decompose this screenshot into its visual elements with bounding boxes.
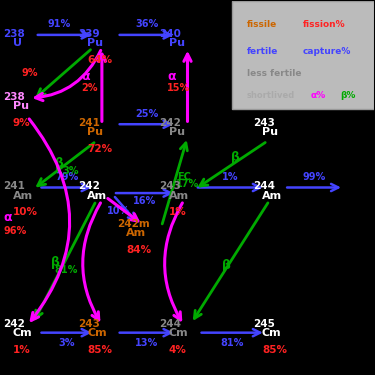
Text: β%: β% [340, 91, 356, 100]
Text: Cm: Cm [87, 328, 106, 338]
Text: 36%: 36% [135, 20, 158, 30]
Text: fissile: fissile [247, 21, 277, 30]
Text: 9%: 9% [22, 68, 38, 78]
Text: 3%: 3% [58, 338, 75, 348]
Text: 81%: 81% [55, 265, 78, 275]
Text: Am: Am [12, 190, 33, 201]
Text: 243: 243 [253, 118, 274, 128]
Text: β: β [231, 152, 240, 165]
Text: 25%: 25% [135, 109, 158, 119]
Text: 1%: 1% [222, 172, 238, 182]
Text: 243: 243 [78, 319, 100, 329]
FancyBboxPatch shape [232, 2, 374, 109]
Text: 10%: 10% [107, 206, 130, 216]
Text: 242m: 242m [117, 219, 150, 229]
Text: 244: 244 [160, 319, 182, 329]
Text: shortlived: shortlived [247, 91, 295, 100]
Text: 15%: 15% [167, 83, 190, 93]
Text: β: β [51, 256, 60, 268]
Text: EC: EC [177, 172, 191, 182]
Text: 91%: 91% [48, 20, 71, 30]
Text: α: α [81, 69, 90, 82]
Text: 17%: 17% [176, 180, 199, 189]
Text: 238: 238 [3, 92, 25, 102]
Text: 4%: 4% [169, 345, 187, 355]
Text: Am: Am [169, 190, 189, 201]
Text: 244: 244 [253, 182, 274, 191]
Text: Cm: Cm [262, 328, 282, 338]
Text: 9%: 9% [12, 118, 30, 128]
Text: 242: 242 [160, 118, 182, 128]
Text: 241: 241 [3, 182, 25, 191]
Text: U: U [12, 38, 21, 48]
Text: 16%: 16% [133, 196, 156, 206]
Text: 242: 242 [3, 319, 25, 329]
Text: 1%: 1% [12, 345, 30, 355]
Text: Pu: Pu [169, 38, 185, 48]
Text: α: α [3, 211, 12, 224]
Text: 242: 242 [78, 182, 100, 191]
Text: 85%: 85% [87, 345, 112, 355]
Text: 240: 240 [160, 29, 182, 39]
Text: 238: 238 [3, 29, 25, 39]
Text: β: β [222, 260, 231, 272]
Text: Am: Am [262, 190, 282, 201]
Text: 81%: 81% [220, 338, 244, 348]
Text: 79%: 79% [55, 172, 78, 182]
Text: Am: Am [126, 228, 146, 238]
Text: Pu: Pu [169, 128, 185, 137]
Text: fertile: fertile [247, 46, 278, 56]
Text: capture%: capture% [303, 46, 351, 56]
Text: less fertile: less fertile [247, 69, 302, 78]
Text: 13%: 13% [135, 338, 158, 348]
Text: 3%: 3% [62, 166, 78, 177]
Text: Pu: Pu [12, 101, 28, 111]
Text: α%: α% [310, 91, 326, 100]
Text: 84%: 84% [126, 244, 151, 255]
Text: 85%: 85% [262, 345, 287, 355]
Text: Cm: Cm [169, 328, 189, 338]
Text: 10%: 10% [12, 207, 38, 218]
Text: β: β [55, 157, 63, 170]
Text: 241: 241 [78, 118, 100, 128]
Text: fission%: fission% [303, 21, 345, 30]
Text: Pu: Pu [262, 128, 278, 137]
Text: 2%: 2% [81, 83, 98, 93]
Text: 96%: 96% [3, 226, 27, 236]
Text: 64%: 64% [87, 55, 112, 65]
Text: Pu: Pu [87, 128, 103, 137]
Text: 1%: 1% [169, 207, 187, 218]
Text: 72%: 72% [87, 144, 112, 154]
Text: 245: 245 [253, 319, 274, 329]
Text: 243: 243 [160, 182, 182, 191]
Text: Am: Am [87, 190, 107, 201]
Text: 99%: 99% [302, 172, 326, 182]
Text: α: α [167, 69, 176, 82]
Text: Pu: Pu [87, 38, 103, 48]
Text: Cm: Cm [12, 328, 32, 338]
Text: 239: 239 [78, 29, 99, 39]
